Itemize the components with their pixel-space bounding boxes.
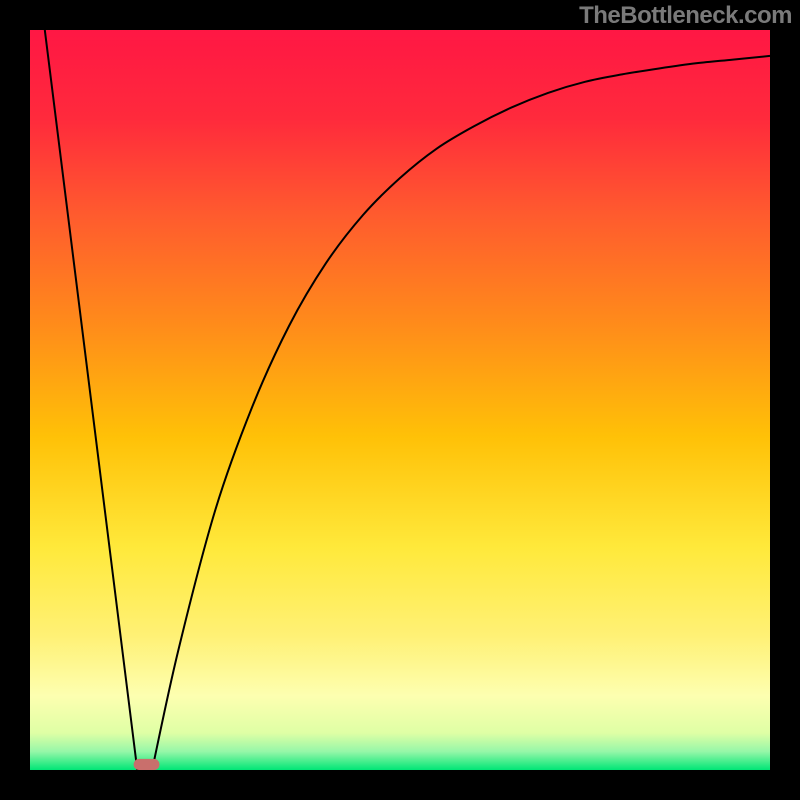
bottom-marker: [134, 759, 160, 770]
chart-container: TheBottleneck.com: [0, 0, 800, 800]
watermark-text: TheBottleneck.com: [579, 2, 792, 30]
chart-svg: [0, 0, 800, 800]
plot-area: [30, 30, 770, 770]
